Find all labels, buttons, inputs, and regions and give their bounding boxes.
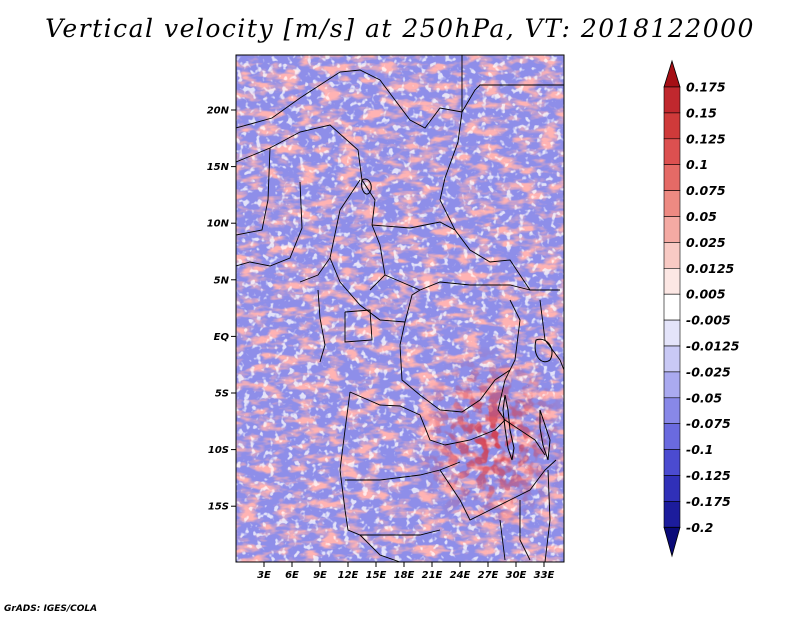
colorbar-box — [663, 397, 681, 424]
lon-tick-label: 9E — [313, 570, 327, 581]
lon-tick-label: 6E — [285, 570, 299, 581]
colorbar-box — [663, 475, 681, 502]
colorbar-label: 0.025 — [686, 235, 726, 250]
lat-tick-label: 15N — [207, 162, 230, 173]
colorbar-label: 0.05 — [686, 209, 717, 224]
lon-tick-label: 27E — [478, 570, 499, 581]
lat-tick: EQ — [214, 332, 236, 343]
latitude-axis: 20N 15N 10N 5N EQ 5S 10S 15S — [207, 106, 236, 513]
lon-tick: 6E — [285, 562, 299, 581]
colorbar-box — [663, 345, 681, 373]
colorbar-box — [663, 164, 681, 191]
colorbar-box — [663, 216, 681, 243]
lat-tick: 15N — [207, 162, 236, 173]
longitude-axis: 3E 6E 9E 12E 15E 18E 21E 24E 27E 30E 33E — [257, 562, 555, 581]
map-frame — [235, 54, 565, 563]
lon-tick: 24E — [450, 562, 471, 581]
colorbar-labels: 0.175 0.15 0.125 0.1 0.075 0.05 0.025 0.… — [686, 80, 740, 535]
colorbar-label: 0.1 — [686, 157, 708, 172]
lon-tick-label: 12E — [338, 570, 359, 581]
colorbar-boxes — [663, 86, 681, 528]
colorbar-label: -0.025 — [686, 364, 731, 379]
lon-tick-label: 33E — [534, 570, 555, 581]
colorbar-top-arrow — [663, 59, 681, 88]
colorbar-box — [663, 371, 681, 399]
lon-tick: 27E — [478, 562, 499, 581]
lakes — [361, 178, 553, 461]
colorbar-label: 0.125 — [686, 131, 726, 146]
lat-tick: 5N — [214, 275, 236, 286]
colorbar-label: -0.1 — [686, 442, 713, 457]
lon-tick: 30E — [506, 562, 527, 581]
colorbar-box — [663, 293, 681, 321]
software-credit: GrADS: IGES/COLA — [4, 604, 98, 614]
colorbar-box — [663, 138, 681, 166]
colorbar-box — [663, 242, 681, 269]
lon-tick-label: 24E — [450, 570, 471, 581]
colorbar-label: -0.2 — [686, 520, 713, 535]
lat-tick-label: 20N — [207, 106, 230, 117]
colorbar-box — [663, 319, 681, 347]
colorbar-bottom-arrow — [663, 526, 681, 558]
country-borders — [236, 55, 564, 562]
lat-tick-label: 15S — [208, 502, 229, 513]
lon-tick: 33E — [534, 562, 555, 581]
colorbar: 0.175 0.15 0.125 0.1 0.075 0.05 0.025 0.… — [663, 59, 740, 558]
lat-tick-label: 10N — [207, 219, 230, 230]
colorbar-label: 0.175 — [686, 80, 726, 95]
colorbar-label: -0.175 — [686, 494, 731, 509]
colorbar-box — [663, 423, 681, 450]
colorbar-label: 0.15 — [686, 105, 717, 120]
lat-tick-label: 5S — [215, 389, 229, 400]
colorbar-label: -0.05 — [686, 390, 722, 405]
colorbar-box — [663, 449, 681, 476]
lon-tick: 9E — [313, 562, 327, 581]
lon-tick: 12E — [338, 562, 359, 581]
lon-tick: 3E — [257, 562, 271, 581]
lat-tick-label: 10S — [208, 445, 229, 456]
colorbar-label: -0.0125 — [686, 339, 740, 354]
colorbar-box — [663, 501, 681, 528]
colorbar-label: 0.0125 — [686, 261, 735, 276]
colorbar-label: -0.005 — [686, 313, 731, 328]
colorbar-label: 0.005 — [686, 287, 726, 302]
colorbar-box — [663, 86, 681, 114]
lat-tick: 10N — [207, 219, 236, 230]
colorbar-label: 0.075 — [686, 183, 726, 198]
colorbar-box — [663, 190, 681, 217]
colorbar-label: -0.125 — [686, 468, 731, 483]
lon-tick: 21E — [422, 562, 443, 581]
lat-tick: 15S — [208, 502, 236, 513]
colorbar-box — [663, 112, 681, 140]
lat-tick-label: 5N — [214, 275, 230, 286]
colorbar-box — [663, 267, 681, 295]
strong-updraft-region — [236, 55, 564, 562]
lat-tick: 5S — [215, 389, 236, 400]
lat-tick-label: EQ — [214, 332, 230, 343]
lon-tick-label: 3E — [257, 570, 271, 581]
plot-title: Vertical velocity [m/s] at 250hPa, VT: 2… — [45, 14, 755, 43]
lon-tick: 15E — [366, 562, 387, 581]
velocity-field — [236, 55, 564, 562]
lon-tick-label: 18E — [394, 570, 415, 581]
lon-tick-label: 30E — [506, 570, 527, 581]
lat-tick: 10S — [208, 445, 236, 456]
lat-tick: 20N — [207, 106, 236, 117]
lon-tick: 18E — [394, 562, 415, 581]
lon-tick-label: 21E — [422, 570, 443, 581]
colorbar-label: -0.075 — [686, 416, 731, 431]
lon-tick-label: 15E — [366, 570, 387, 581]
